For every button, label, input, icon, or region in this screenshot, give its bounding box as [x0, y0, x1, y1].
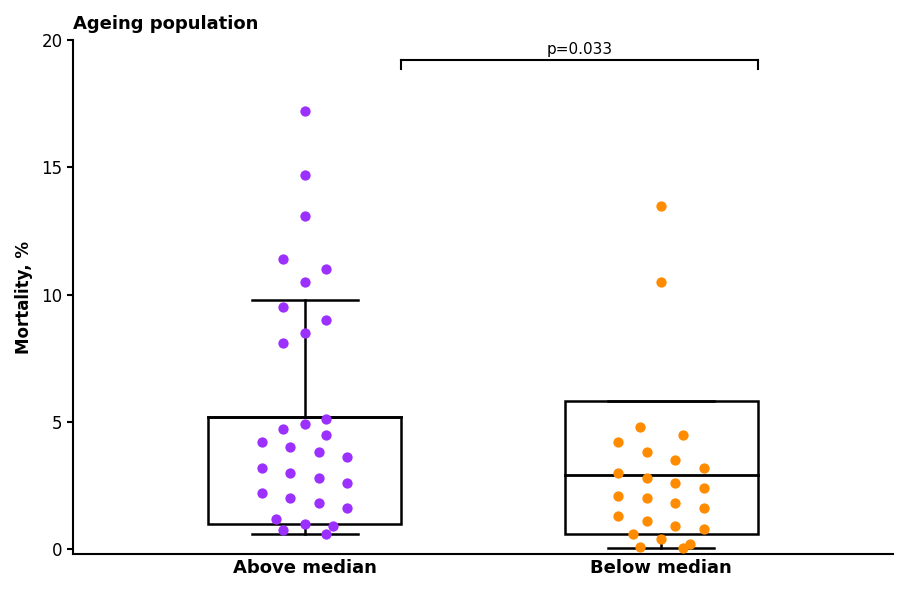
- Point: [640, 516, 655, 526]
- Point: [668, 478, 683, 488]
- Point: [283, 468, 298, 477]
- Point: [668, 498, 683, 508]
- Point: [611, 491, 626, 500]
- Point: [640, 448, 655, 457]
- Point: [319, 529, 333, 539]
- Point: [633, 422, 647, 432]
- Point: [683, 539, 697, 549]
- Point: [696, 504, 711, 513]
- Point: [696, 463, 711, 472]
- Point: [254, 488, 269, 498]
- Point: [611, 511, 626, 521]
- Point: [319, 430, 333, 439]
- Point: [696, 524, 711, 533]
- Point: [340, 504, 355, 513]
- Y-axis label: Mortality, %: Mortality, %: [15, 240, 33, 353]
- Point: [654, 277, 668, 287]
- Bar: [565, 401, 757, 534]
- Point: [298, 328, 312, 337]
- Point: [276, 303, 291, 312]
- Point: [611, 468, 626, 477]
- Point: [298, 107, 312, 116]
- Point: [654, 534, 668, 543]
- Point: [626, 529, 640, 539]
- Point: [326, 522, 340, 531]
- Point: [668, 522, 683, 531]
- Point: [611, 437, 626, 447]
- Point: [676, 430, 690, 439]
- Point: [319, 265, 333, 274]
- Point: [269, 514, 283, 523]
- Point: [311, 448, 326, 457]
- Point: [276, 338, 291, 348]
- Point: [254, 437, 269, 447]
- Point: [340, 478, 355, 488]
- Point: [276, 424, 291, 434]
- Point: [283, 493, 298, 503]
- Point: [298, 519, 312, 528]
- Text: Ageing population: Ageing population: [73, 15, 258, 33]
- Point: [276, 254, 291, 263]
- Point: [276, 525, 291, 535]
- Point: [319, 316, 333, 325]
- Point: [298, 420, 312, 429]
- Bar: [208, 417, 401, 523]
- Point: [298, 277, 312, 287]
- Point: [668, 455, 683, 465]
- Point: [311, 498, 326, 508]
- Point: [298, 211, 312, 220]
- Point: [654, 201, 668, 210]
- Point: [298, 170, 312, 180]
- Point: [696, 483, 711, 493]
- Point: [340, 453, 355, 462]
- Point: [319, 414, 333, 424]
- Point: [283, 443, 298, 452]
- Point: [640, 473, 655, 482]
- Text: p=0.033: p=0.033: [546, 41, 612, 57]
- Point: [676, 543, 690, 552]
- Point: [254, 463, 269, 472]
- Point: [633, 542, 647, 551]
- Point: [640, 493, 655, 503]
- Point: [311, 473, 326, 482]
